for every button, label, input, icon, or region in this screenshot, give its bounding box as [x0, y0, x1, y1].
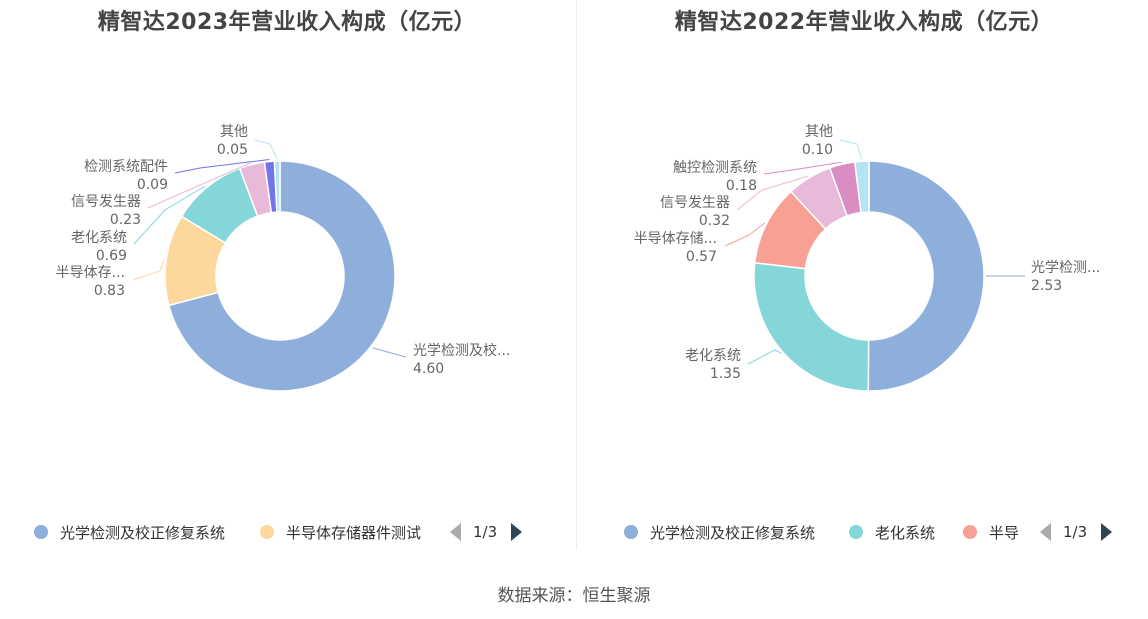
label-leader-line: [747, 349, 782, 365]
legend-prev-page-icon[interactable]: [1040, 523, 1051, 541]
donut-chart-2022: 光学检测... 2.53 老化系统 1.35 半导体存储... 0.57 信号发生器 0.32…: [634, 124, 1100, 392]
label-leader-line: [372, 347, 407, 358]
legend-label: 光学检测及校正修复系统: [60, 523, 226, 542]
slice-category-label: 光学检测及校...: [413, 342, 510, 359]
chart-title: 精智达2023年营业收入构成（亿元）: [97, 10, 477, 35]
slice-value-label: 0.57: [686, 249, 717, 265]
slice-category-label: 光学检测...: [1031, 260, 1100, 276]
legend-page-indicator: 1/3: [473, 523, 498, 541]
slice-value-label: 0.23: [110, 212, 141, 228]
slice-value-label: 0.09: [137, 177, 168, 193]
slice-category-label: 老化系统: [71, 230, 127, 246]
label-leader-line: [724, 222, 765, 247]
slice-category-label: 其他: [220, 124, 248, 140]
donut-slice[interactable]: [867, 160, 985, 392]
slice-value-label: 2.53: [1031, 278, 1062, 294]
legend-marker: [34, 525, 48, 539]
legend-prev-page-icon[interactable]: [450, 523, 461, 541]
donut-chart-2023: 光学检测及校... 4.60 半导体存... 0.83 老化系统 0.69 信号发生器 0.2…: [56, 124, 510, 392]
chart-panel-2022: 精智达2022年营业收入构成（亿元） 光学检测... 2.53 老化系统 1.35 半导…: [577, 0, 1148, 560]
legend-next-page-icon[interactable]: [1101, 523, 1113, 541]
slice-category-label: 半导体存...: [56, 265, 125, 281]
legend-next-page-icon[interactable]: [511, 523, 523, 541]
slice-value-label: 0.32: [699, 213, 730, 229]
donut-slice[interactable]: [753, 261, 870, 392]
data-source-note: 数据来源：恒生聚源: [497, 586, 651, 606]
slice-category-label: 检测系统配件: [84, 159, 168, 175]
legend: 光学检测及校正修复系统 半导体存储器件测试 1/3: [0, 520, 574, 544]
slice-value-label: 0.10: [802, 142, 833, 158]
legend-label: 半导: [989, 523, 1020, 542]
legend-label: 半导体存储器件测试: [286, 523, 422, 542]
label-leader-line: [132, 259, 165, 281]
legend-item-optical[interactable]: 光学检测及校正修复系统: [34, 520, 225, 544]
slice-value-label: 4.60: [413, 361, 444, 377]
slice-value-label: 0.18: [726, 178, 757, 194]
panel-divider: [576, 0, 577, 550]
slice-value-label: 1.35: [710, 366, 741, 382]
legend-item-semiconductor[interactable]: 半导体存储器件测试: [260, 520, 421, 544]
chart-title: 精智达2022年营业收入构成（亿元）: [674, 10, 1054, 35]
legend-marker: [260, 525, 274, 539]
legend-page-indicator: 1/3: [1063, 523, 1088, 541]
legend-label: 光学检测及校正修复系统: [650, 523, 816, 542]
label-leader-line: [133, 185, 206, 245]
slice-category-label: 触控检测系统: [673, 160, 757, 176]
slice-category-label: 信号发生器: [71, 194, 141, 210]
legend: 光学检测及校正修复系统 老化系统 半导 1/3: [577, 520, 1148, 544]
donut-slice[interactable]: [853, 160, 870, 214]
donut-slice[interactable]: [167, 160, 396, 392]
legend-marker: [624, 525, 638, 539]
label-leader-line: [763, 161, 842, 175]
legend-pager: 1/3: [450, 520, 523, 544]
label-leader-line: [736, 175, 809, 211]
label-leader-line: [174, 158, 270, 174]
slice-category-label: 信号发生器: [660, 195, 730, 211]
legend-marker: [849, 525, 863, 539]
label-leader-line: [254, 139, 278, 160]
slice-category-label: 其他: [805, 124, 833, 140]
label-leader-line: [839, 139, 863, 160]
legend-label: 老化系统: [875, 523, 936, 542]
legend-pager: 1/3: [1040, 520, 1113, 544]
slice-category-label: 半导体存储...: [634, 231, 717, 247]
chart-panel-2023: 精智达2023年营业收入构成（亿元） 光学检测及校... 4.60 半导体存... 0…: [0, 0, 574, 560]
legend-marker: [963, 525, 977, 539]
legend-item-optical[interactable]: 光学检测及校正修复系统: [624, 520, 815, 544]
slice-category-label: 老化系统: [685, 348, 741, 364]
legend-item-semiconductor[interactable]: 半导: [963, 520, 1019, 544]
slice-value-label: 0.05: [217, 142, 248, 158]
slice-value-label: 0.83: [94, 283, 125, 299]
donut-slice[interactable]: [273, 160, 281, 213]
legend-item-aging[interactable]: 老化系统: [849, 520, 935, 544]
label-leader-line: [147, 162, 252, 209]
slice-value-label: 0.69: [96, 248, 127, 264]
